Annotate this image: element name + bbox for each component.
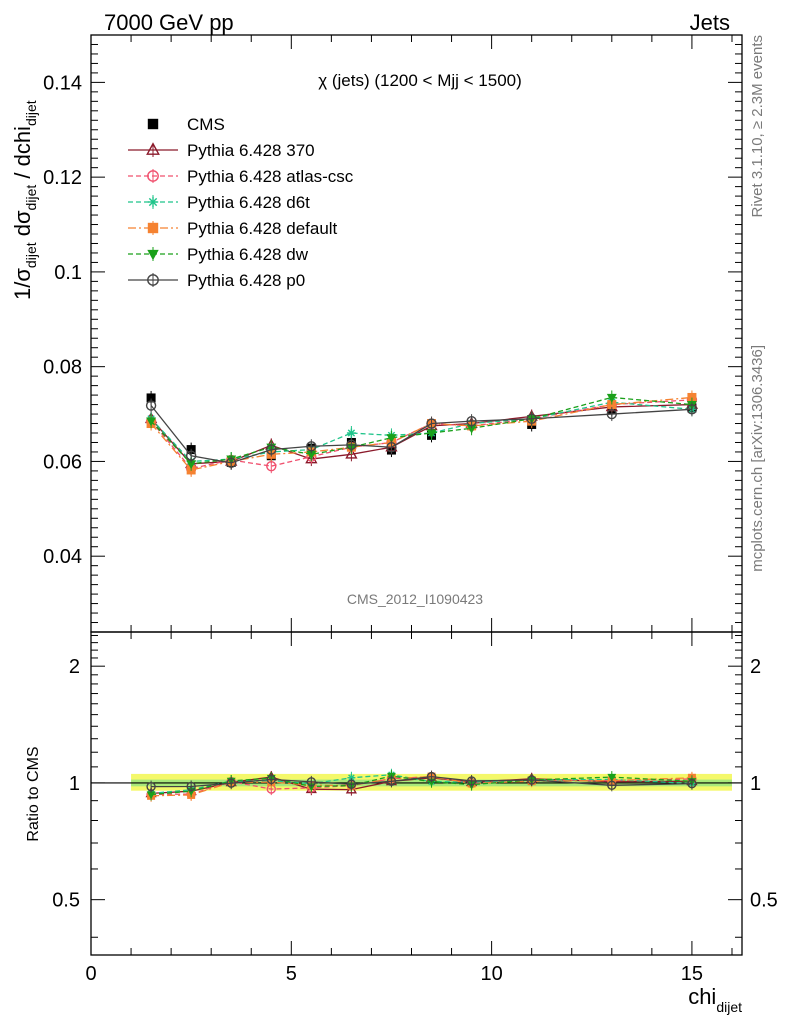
ratio-point xyxy=(466,776,477,786)
ratio-tick-label-right: 2 xyxy=(750,656,761,678)
series-line xyxy=(150,396,692,465)
x-axis-label: chidijet xyxy=(688,984,742,1015)
data-point xyxy=(145,400,157,411)
x-tick-label: 15 xyxy=(681,963,703,985)
data-point xyxy=(606,408,617,420)
legend-label: Pythia 6.428 default xyxy=(187,219,338,238)
header-left: 7000 GeV pp xyxy=(104,10,234,35)
ratio-point xyxy=(386,776,397,787)
data-point xyxy=(345,447,358,459)
legend-label: Pythia 6.428 p0 xyxy=(187,271,305,290)
legend-entry: Pythia 6.428 p0 xyxy=(128,271,305,290)
ratio-point xyxy=(346,779,357,789)
data-point xyxy=(426,418,437,429)
ratio-tick-label: 0.5 xyxy=(52,890,80,912)
legend-entry: Pythia 6.428 370 xyxy=(128,141,315,160)
legend-marker xyxy=(147,118,159,130)
ratio-point xyxy=(226,778,236,788)
legend-label: Pythia 6.428 d6t xyxy=(187,193,310,212)
ratio-point xyxy=(607,780,617,791)
legend-marker xyxy=(147,274,159,286)
data-point xyxy=(306,441,317,452)
data-point xyxy=(346,439,357,451)
axes: 0 5 10 15 0.04 0.06 0.08 0.1 0.12 0.14 0.5 0.5 1 1 2 2 xyxy=(43,34,778,985)
side-label-rivet: Rivet 3.1.10, ≥ 2.3M events xyxy=(749,35,766,218)
ratio-point xyxy=(426,771,437,782)
series-6 xyxy=(145,398,698,470)
ratio-tick-label: 1 xyxy=(69,773,80,795)
data-point xyxy=(466,424,477,434)
data-point xyxy=(686,404,698,415)
data-point xyxy=(426,429,437,439)
y-tick-label: 0.14 xyxy=(43,72,82,94)
series-5 xyxy=(146,390,697,471)
ratio-point xyxy=(526,775,537,785)
ratio-line xyxy=(151,775,692,796)
ratio-tick-label-right: 0.5 xyxy=(750,890,778,912)
analysis-watermark: CMS_2012_I1090423 xyxy=(347,591,483,607)
legend-label: CMS xyxy=(187,115,225,134)
ratio-point xyxy=(306,777,317,787)
data-point xyxy=(146,417,157,427)
y-tick-label: 0.1 xyxy=(54,262,82,284)
data-point xyxy=(226,457,237,469)
ratio-series-group xyxy=(145,768,698,802)
legend-marker xyxy=(146,142,160,155)
x-tick-label: 10 xyxy=(480,963,502,985)
ratio-y-axis-label: Ratio to CMS xyxy=(25,746,42,841)
ratio-point xyxy=(607,773,617,782)
legend-marker xyxy=(147,196,159,208)
chart-title: χ (jets) (1200 < Mjj < 1500) xyxy=(318,71,522,90)
legend-entry: Pythia 6.428 atlas-csc xyxy=(128,167,354,186)
legend-marker xyxy=(147,222,159,234)
y-axis-label: 1/σdijet dσdijet / dchidijet xyxy=(10,100,39,300)
data-point xyxy=(687,392,697,402)
ratio-plot-frame xyxy=(90,631,743,956)
y-tick-label: 0.08 xyxy=(43,357,82,379)
header-right: Jets xyxy=(690,10,730,35)
data-point xyxy=(186,460,197,470)
legend-label: Pythia 6.428 dw xyxy=(187,245,309,264)
data-point xyxy=(607,400,617,410)
data-point xyxy=(306,450,317,460)
data-point xyxy=(146,393,156,403)
data-point xyxy=(386,442,397,453)
data-point xyxy=(266,444,277,455)
y-tick-label: 0.04 xyxy=(43,546,82,568)
ratio-point xyxy=(266,774,276,785)
ratio-line xyxy=(151,775,692,797)
data-point xyxy=(346,428,356,438)
legend-label: Pythia 6.428 370 xyxy=(187,141,315,160)
legend-entry: Pythia 6.428 dw xyxy=(128,245,309,264)
legend-marker xyxy=(147,170,159,182)
legend: CMS Pythia 6.428 370 Pythia 6.428 atlas-cs… xyxy=(128,115,354,290)
ratio-point xyxy=(687,778,697,789)
ratio-tick-label-right: 1 xyxy=(750,773,761,795)
ratio-point xyxy=(146,791,156,800)
legend-entry: Pythia 6.428 d6t xyxy=(128,193,310,212)
y-tick-label: 0.06 xyxy=(43,451,82,473)
series-line xyxy=(150,405,692,464)
ratio-series-6 xyxy=(146,770,697,793)
data-point xyxy=(185,450,197,461)
legend-entry: Pythia 6.428 default xyxy=(128,219,338,238)
data-point xyxy=(526,413,537,424)
legend-label: Pythia 6.428 atlas-csc xyxy=(187,167,354,186)
data-point xyxy=(606,393,617,403)
ratio-point xyxy=(146,781,156,792)
data-point xyxy=(466,415,477,427)
y-tick-label: 0.12 xyxy=(43,167,82,189)
x-tick-label: 0 xyxy=(85,963,96,985)
legend-marker xyxy=(147,249,159,261)
ratio-tick-label: 2 xyxy=(69,656,80,678)
series-group xyxy=(144,390,699,477)
data-point xyxy=(386,434,397,444)
ratio-point xyxy=(186,781,196,792)
data-point xyxy=(266,460,277,472)
x-tick-label: 5 xyxy=(286,963,297,985)
side-label-mcplots: mcplots.cern.ch [arXiv:1306.3436] xyxy=(749,345,766,572)
ratio-line xyxy=(151,775,692,788)
legend-entry: CMS xyxy=(147,115,225,134)
